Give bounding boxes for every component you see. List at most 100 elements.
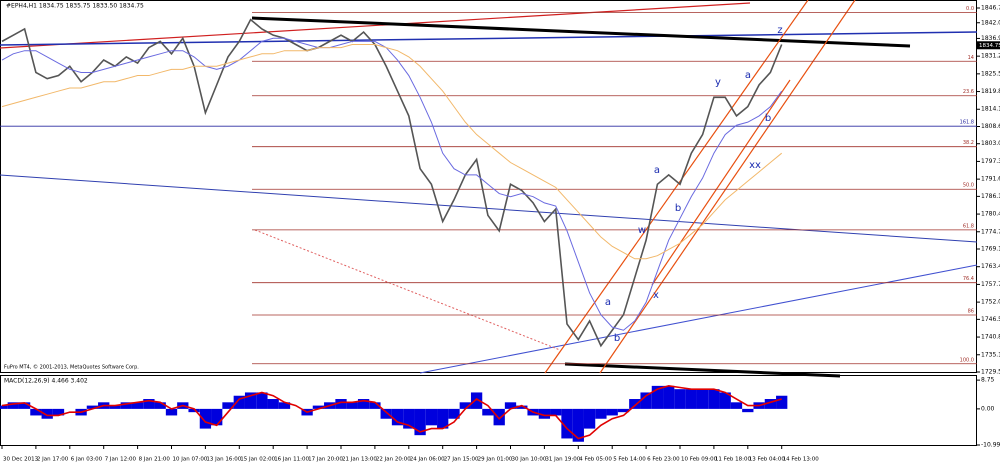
- histogram-bar: [346, 402, 358, 409]
- x-tick-label: 4 Feb 05:00: [579, 457, 612, 463]
- y-tick-label: 1769.15: [981, 246, 1000, 253]
- histogram-bar: [459, 402, 471, 409]
- histogram-bar: [595, 408, 607, 419]
- main-panel: [0, 0, 977, 373]
- x-tick-label: 11 Feb 18:00: [715, 457, 752, 463]
- x-tick-label: 29 Jan 01:00: [478, 457, 513, 463]
- y-tick-label: 1814.15: [981, 106, 1000, 113]
- y-tick-label: 1846.75: [981, 5, 1000, 12]
- wave-label: x: [653, 290, 659, 301]
- trendline: [564, 362, 841, 378]
- histogram-bar: [52, 408, 65, 416]
- y-tick-label: 1825.55: [981, 70, 1000, 77]
- y-tick-label: 1780.40: [981, 211, 1000, 218]
- histogram-bar: [41, 408, 53, 419]
- macd-panel: [0, 375, 977, 446]
- x-tick-label: 14 Feb 13:00: [783, 457, 820, 463]
- trendline: [0, 2, 751, 49]
- level-label: 23.6: [963, 89, 974, 95]
- histogram-bar: [708, 389, 720, 409]
- x-tick-label: 27 Jan 15:00: [444, 457, 479, 463]
- y-tick-label: 1791.65: [981, 176, 1000, 183]
- y-tick-label: 1729.55: [981, 369, 1000, 376]
- x-tick-label: 13 Jan 16:00: [206, 457, 241, 463]
- wave-label: b: [675, 203, 681, 214]
- y-tick-label: 1746.50: [981, 316, 1000, 323]
- x-tick-label: 13 Feb 04:00: [749, 457, 786, 463]
- x-tick-label: 6 Feb 23:00: [647, 457, 680, 463]
- histogram-bar: [583, 408, 596, 429]
- x-tick-label: 21 Jan 13:00: [342, 457, 377, 463]
- trendline: [0, 174, 978, 243]
- x-tick-label: 31 Jan 19:00: [545, 457, 580, 463]
- histogram-bar: [696, 389, 709, 409]
- histogram-bar: [0, 405, 8, 409]
- y-tick-label: 1763.45: [981, 263, 1000, 270]
- y-tick-label: 1836.95: [981, 35, 1000, 42]
- histogram-bar: [606, 408, 618, 416]
- y-tick-label: 1842.00: [981, 19, 1000, 26]
- trendline: [419, 264, 978, 374]
- histogram-bar: [538, 408, 551, 419]
- wave-label: z: [777, 25, 782, 36]
- last-price: 1834.75: [979, 43, 1000, 49]
- histogram-bar: [380, 408, 392, 419]
- histogram-bar: [188, 408, 200, 413]
- y-tick-label: 0.00: [981, 405, 995, 412]
- histogram-bar: [493, 408, 505, 426]
- histogram-bar: [120, 402, 132, 409]
- x-tick-label: 24 Jan 06:00: [410, 457, 445, 463]
- histogram-bar: [278, 402, 291, 409]
- histogram-bar: [470, 392, 483, 409]
- wave-label: b: [614, 333, 620, 344]
- histogram-bar: [550, 408, 562, 416]
- histogram-bar: [504, 402, 517, 409]
- histogram-bar: [86, 405, 99, 409]
- last-price-box: [977, 41, 1000, 50]
- wave-label: y: [715, 77, 721, 88]
- moving-average: [1, 43, 783, 260]
- histogram-bar: [7, 402, 19, 409]
- histogram-bar: [244, 392, 257, 409]
- x-tick-label: 16 Jan 11:00: [274, 457, 309, 463]
- histogram-bar: [617, 408, 630, 413]
- trendline: [254, 229, 561, 351]
- histogram-bar: [651, 385, 664, 409]
- histogram-bar: [18, 402, 31, 409]
- histogram-bar: [312, 405, 325, 409]
- histogram-bar: [267, 399, 279, 409]
- wave-label: a: [605, 297, 611, 308]
- moving-average: [1, 37, 783, 331]
- histogram-bar: [30, 408, 42, 416]
- level-label: 100.0: [960, 357, 974, 363]
- histogram-bar: [448, 408, 460, 419]
- wave-label: a: [745, 70, 751, 81]
- histogram-bar: [674, 389, 686, 409]
- histogram-bar: [335, 399, 347, 409]
- trendlines: [0, 0, 978, 378]
- histogram-bar: [403, 408, 415, 429]
- level-label: 161.8: [960, 120, 974, 126]
- level-label: 50.0: [963, 183, 974, 189]
- y-tick-label: -10.99: [981, 442, 1000, 449]
- histogram-bar: [572, 408, 584, 442]
- wave-label: w: [638, 225, 646, 236]
- histogram-bar: [730, 402, 743, 409]
- chart-title: #EPH4,H1 1834.75 1835.75 1833.50 1834.75: [6, 3, 144, 10]
- histogram-bar: [357, 399, 370, 409]
- histogram-bar: [154, 402, 166, 409]
- x-tick-label: 22 Jan 20:00: [376, 457, 411, 463]
- histogram-bar: [437, 408, 449, 429]
- price-line: [1, 18, 783, 348]
- histogram-bar: [256, 392, 268, 409]
- x-tick-label: 7 Jan 12:00: [105, 457, 137, 463]
- level-label: 0.0: [966, 6, 974, 12]
- footer: FuPro MT4, © 2001-2013, MetaQuotes Softw…: [4, 364, 139, 371]
- signal-line: [1, 385, 782, 440]
- x-tick-label: 17 Jan 20:00: [308, 457, 343, 463]
- histogram-bar: [222, 402, 234, 409]
- x-tick-label: 2 Jan 17:00: [37, 457, 69, 463]
- y-tick-label: 1786.10: [981, 193, 1000, 200]
- wave-label: xx: [749, 160, 761, 171]
